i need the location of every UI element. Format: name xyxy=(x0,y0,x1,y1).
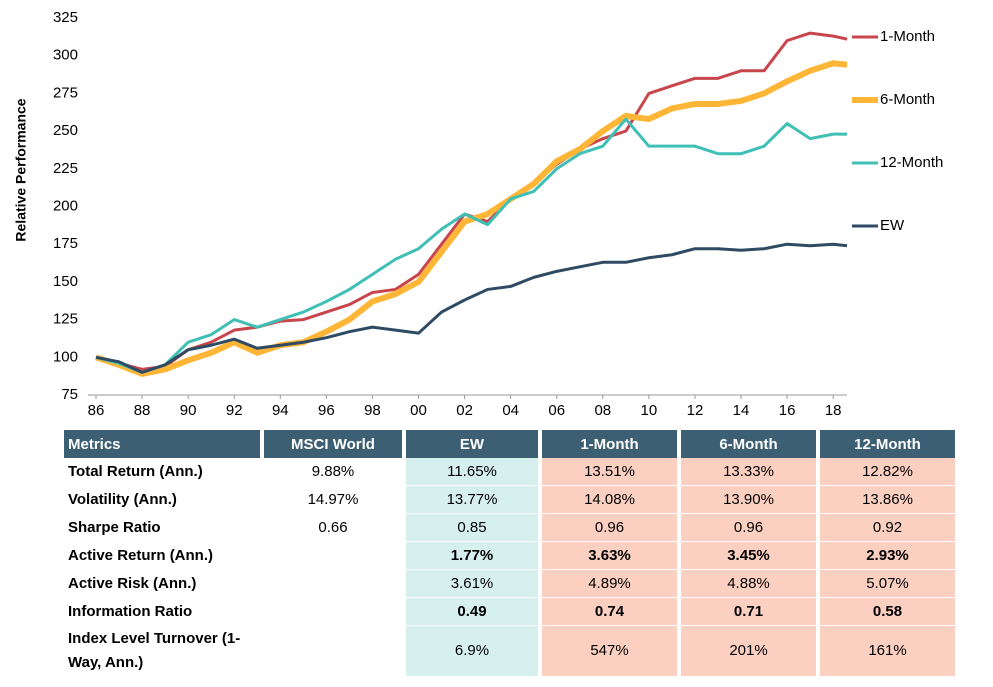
table-cell: 13.86% xyxy=(820,486,955,514)
x-tick-label: 90 xyxy=(180,402,197,419)
header-cell: 6-Month xyxy=(681,430,816,458)
x-tick-label: 18 xyxy=(825,402,842,419)
x-tick-label: 10 xyxy=(641,402,658,419)
y-tick-label: 325 xyxy=(53,9,78,26)
metrics-table: Metrics MSCI World EW 1-Month 6-Month 12-Mont… xyxy=(60,430,959,677)
y-tick-label: 250 xyxy=(53,122,78,139)
y-tick-label: 225 xyxy=(53,160,78,177)
table-row: Active Return (Ann.) 1.77% 3.63% 3.45% 2.93% xyxy=(64,542,955,570)
legend-label: 1-Month xyxy=(880,28,935,45)
header-cell: 12-Month xyxy=(820,430,955,458)
table-cell: 201% xyxy=(681,626,816,677)
header-cell: EW xyxy=(406,430,538,458)
legend-label: 12-Month xyxy=(880,154,943,171)
table-cell: 0.92 xyxy=(820,514,955,542)
header-cell: MSCI World xyxy=(264,430,402,458)
x-tick-label: 96 xyxy=(318,402,335,419)
table-row: Active Risk (Ann.) 3.61% 4.89% 4.88% 5.07% xyxy=(64,570,955,598)
y-tick-label: 75 xyxy=(61,386,78,403)
table-cell: 4.88% xyxy=(681,570,816,598)
table-cell xyxy=(264,626,402,677)
x-tick-label: 12 xyxy=(687,402,704,419)
table-cell: 4.89% xyxy=(542,570,677,598)
y-tick-label: 200 xyxy=(53,197,78,214)
table-cell: 0.85 xyxy=(406,514,538,542)
header-cell: Metrics xyxy=(64,430,260,458)
table-cell xyxy=(264,542,402,570)
y-tick-label: 275 xyxy=(53,84,78,101)
y-tick-label: 100 xyxy=(53,348,78,365)
table-cell: 0.96 xyxy=(542,514,677,542)
x-tick-label: 16 xyxy=(779,402,796,419)
table-cell: 13.90% xyxy=(681,486,816,514)
x-tick-label: 86 xyxy=(88,402,105,419)
series-line xyxy=(95,242,848,374)
table-cell: Total Return (Ann.) xyxy=(64,458,260,486)
table-cell: 13.33% xyxy=(681,458,816,486)
header-row: Metrics MSCI World EW 1-Month 6-Month 12-Mont… xyxy=(64,430,955,458)
table-cell: 12.82% xyxy=(820,458,955,486)
table-cell: 9.88% xyxy=(264,458,402,486)
table-row: Index Level Turnover (1-Way, Ann.) 6.9% 54… xyxy=(64,626,955,677)
table-cell: 13.77% xyxy=(406,486,538,514)
table-cell: Index Level Turnover (1-Way, Ann.) xyxy=(64,626,260,677)
table-cell: 6.9% xyxy=(406,626,538,677)
header-cell: 1-Month xyxy=(542,430,677,458)
table-cell: 1.77% xyxy=(406,542,538,570)
chart: Relative Performance 75 100 125 150 175 200 22… xyxy=(13,9,944,419)
y-tick-label: 125 xyxy=(53,311,78,328)
table-cell: 0.71 xyxy=(681,598,816,626)
table-cell: 0.96 xyxy=(681,514,816,542)
x-tick-label: 00 xyxy=(410,402,427,419)
table-cell: 14.08% xyxy=(542,486,677,514)
table-cell: Active Return (Ann.) xyxy=(64,542,260,570)
table-cell: 5.07% xyxy=(820,570,955,598)
table-cell: 14.97% xyxy=(264,486,402,514)
y-tick-label: 300 xyxy=(53,47,78,64)
table-cell xyxy=(264,570,402,598)
y-tick-label: 175 xyxy=(53,235,78,252)
table-cell: 3.63% xyxy=(542,542,677,570)
table-cell xyxy=(264,598,402,626)
legend-label: 6-Month xyxy=(880,91,935,108)
x-tick-label: 08 xyxy=(594,402,611,419)
x-tick-label: 92 xyxy=(226,402,243,419)
table-row: Information Ratio 0.49 0.74 0.71 0.58 xyxy=(64,598,955,626)
legend-label: EW xyxy=(880,217,905,234)
series-line xyxy=(95,31,848,371)
table-cell: Volatility (Ann.) xyxy=(64,486,260,514)
table-row: Volatility (Ann.) 14.97% 13.77% 14.08% 13.90… xyxy=(64,486,955,514)
table-cell: 3.61% xyxy=(406,570,538,598)
table-cell: Information Ratio xyxy=(64,598,260,626)
table-cell: 2.93% xyxy=(820,542,955,570)
table-cell: 0.49 xyxy=(406,598,538,626)
table-cell: 0.66 xyxy=(264,514,402,542)
table-cell: Sharpe Ratio xyxy=(64,514,260,542)
x-tick-label: 04 xyxy=(502,402,519,419)
x-tick-label: 06 xyxy=(548,402,565,419)
series-line xyxy=(95,117,847,374)
table-cell: 11.65% xyxy=(406,458,538,486)
table-cell: 0.74 xyxy=(542,598,677,626)
x-tick-label: 02 xyxy=(456,402,473,419)
x-tick-label: 98 xyxy=(364,402,381,419)
table-cell: 0.58 xyxy=(820,598,955,626)
table-cell: 161% xyxy=(820,626,955,677)
y-tick-label: 150 xyxy=(53,273,78,290)
table-row: Total Return (Ann.) 9.88% 11.65% 13.51% 13.3… xyxy=(64,458,955,486)
x-tick-label: 14 xyxy=(733,402,750,419)
table-cell: 3.45% xyxy=(681,542,816,570)
table-cell: 13.51% xyxy=(542,458,677,486)
x-tick-label: 88 xyxy=(134,402,151,419)
x-tick-label: 94 xyxy=(272,402,289,419)
y-axis-title: Relative Performance xyxy=(13,98,29,241)
table-cell: 547% xyxy=(542,626,677,677)
table-row: Sharpe Ratio 0.66 0.85 0.96 0.96 0.92 xyxy=(64,514,955,542)
table-cell: Active Risk (Ann.) xyxy=(64,570,260,598)
